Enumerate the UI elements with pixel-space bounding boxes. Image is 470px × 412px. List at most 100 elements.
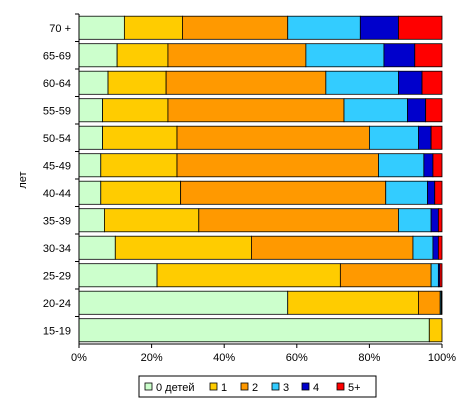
bar-2-series-0: [78, 70, 109, 95]
legend-swatch: [209, 382, 218, 391]
bar-4-series-0: [78, 125, 103, 150]
bar-11-series-1: [428, 318, 443, 343]
bar-2-series-3: [325, 70, 399, 95]
bar-4-series-4: [418, 125, 432, 150]
bar-6-series-2: [180, 180, 387, 205]
bar-5-series-2: [176, 153, 379, 178]
bar-1-series-0: [78, 43, 118, 68]
legend-label: 4: [313, 382, 319, 394]
category-label: 60-64: [43, 78, 71, 90]
bar-3-series-1: [102, 98, 169, 123]
legend-label: 3: [283, 382, 289, 394]
bar-4-series-3: [368, 125, 419, 150]
bar-2-series-2: [165, 70, 327, 95]
bar-6-series-4: [427, 180, 436, 205]
bar-0-series-4: [359, 15, 399, 40]
bar-3-series-4: [407, 98, 427, 123]
bar-7-series-4: [430, 208, 439, 233]
bar-3-series-3: [343, 98, 408, 123]
bar-10-series-1: [287, 290, 419, 315]
bar-7-series-0: [78, 208, 105, 233]
legend-items: 0 детей 1 2 3 4 5+: [144, 382, 361, 394]
bar-8-series-0: [78, 235, 116, 260]
legend-label: 1: [221, 382, 227, 394]
bar-8-series-1: [114, 235, 252, 260]
bar-3-series-2: [167, 98, 345, 123]
y-axis-title: лет: [17, 171, 29, 188]
x-axis-ticks: 0% 20% 40% 60% 80% 100%: [71, 344, 456, 364]
bar-5-series-3: [378, 153, 425, 178]
bar-0-series-2: [182, 15, 289, 40]
bar-4-series-5: [430, 125, 443, 150]
bar-6-series-3: [385, 180, 428, 205]
bar-5-series-4: [423, 153, 434, 178]
bar-6-series-5: [434, 180, 443, 205]
bar-1-series-2: [167, 43, 307, 68]
category-label: 15-19: [43, 325, 71, 337]
bar-2-series-4: [398, 70, 423, 95]
legend-label: 0 детей: [156, 382, 195, 394]
legend-box: [138, 375, 377, 398]
bar-1-series-5: [414, 43, 443, 68]
bar-9-series-1: [156, 263, 341, 288]
x-tick-label: 40%: [213, 352, 235, 364]
bar-1-series-1: [116, 43, 169, 68]
bar-8-series-2: [251, 235, 414, 260]
legend-swatch: [144, 382, 153, 391]
bar-8-series-4: [432, 235, 439, 260]
bar-10-series-0: [78, 290, 289, 315]
bar-6-series-0: [78, 180, 102, 205]
x-tick-label: 60%: [286, 352, 308, 364]
category-label: 45-49: [43, 160, 71, 172]
category-label: 50-54: [43, 133, 71, 145]
legend: 0 детей 1 2 3 4 5+: [138, 375, 377, 398]
x-tick-label: 100%: [428, 352, 456, 364]
bar-8-series-3: [412, 235, 434, 260]
category-labels: 70 + 65-69 60-64 55-59 50-54 45-49 40-44 35-39 3…: [43, 13, 79, 337]
category-label: 35-39: [43, 215, 71, 227]
plot-area: [79, 14, 442, 344]
bar-4-series-1: [102, 125, 178, 150]
bar-1-series-4: [383, 43, 416, 68]
bars: [78, 15, 443, 343]
x-tick-label: 80%: [358, 352, 380, 364]
bar-5-series-5: [432, 153, 443, 178]
category-label: 25-29: [43, 270, 71, 282]
bar-10-series-2: [418, 290, 441, 315]
legend-label: 5+: [348, 382, 361, 394]
bar-7-series-5: [437, 208, 443, 233]
legend-swatch: [336, 382, 345, 391]
legend-swatch: [301, 382, 310, 391]
bar-7-series-2: [198, 208, 399, 233]
bar-3-series-0: [78, 98, 103, 123]
bar-9-series-5: [439, 263, 443, 288]
category-label: 30-34: [43, 243, 71, 255]
bar-7-series-1: [104, 208, 200, 233]
bar-5-series-1: [100, 153, 178, 178]
legend-swatch: [271, 382, 280, 391]
bar-0-series-1: [123, 15, 183, 40]
bar-0-series-0: [78, 15, 125, 40]
bar-5-series-0: [78, 153, 102, 178]
x-tick-label: 0%: [71, 352, 87, 364]
bar-11-series-0: [78, 318, 430, 343]
bar-2-series-1: [107, 70, 167, 95]
bar-0-series-3: [287, 15, 361, 40]
bar-4-series-2: [176, 125, 370, 150]
category-label: 70 +: [49, 23, 71, 35]
bar-9-series-3: [430, 263, 439, 288]
legend-swatch: [240, 382, 249, 391]
category-label: 20-24: [43, 298, 71, 310]
category-label: 55-59: [43, 105, 71, 117]
bar-1-series-3: [305, 43, 385, 68]
x-tick-label: 20%: [141, 352, 163, 364]
category-label: 65-69: [43, 50, 71, 62]
bar-6-series-1: [100, 180, 182, 205]
legend-label: 2: [252, 382, 258, 394]
bar-8-series-5: [437, 235, 443, 260]
category-label: 40-44: [43, 188, 71, 200]
bar-3-series-5: [425, 98, 443, 123]
bar-7-series-3: [398, 208, 432, 233]
bar-2-series-5: [421, 70, 443, 95]
